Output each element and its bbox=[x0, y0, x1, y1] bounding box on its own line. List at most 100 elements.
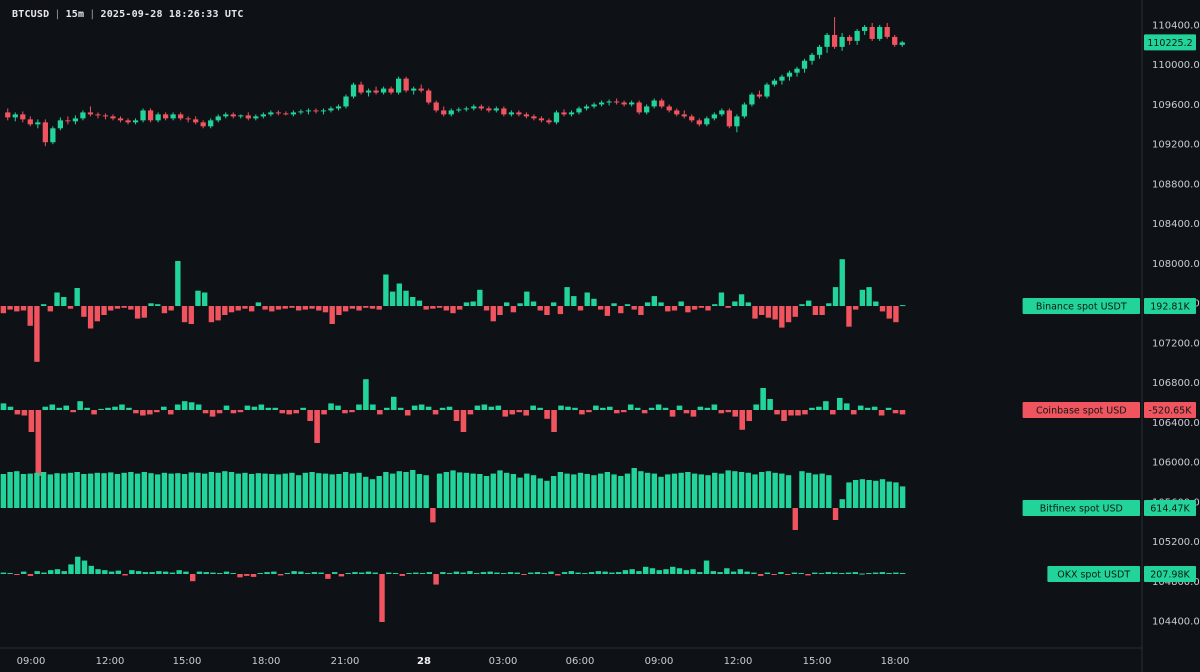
panel-bar bbox=[397, 407, 404, 410]
panel-bar bbox=[611, 303, 617, 306]
candle-body bbox=[441, 110, 447, 115]
panel-bar bbox=[94, 306, 100, 322]
panel-bar bbox=[392, 573, 399, 575]
panel-bar bbox=[718, 473, 725, 508]
candle-body bbox=[328, 108, 334, 111]
panel-bar bbox=[497, 470, 503, 508]
panel-bar bbox=[14, 471, 20, 508]
panel-bar bbox=[419, 573, 426, 575]
panel-bar bbox=[411, 405, 418, 410]
panel-bar bbox=[460, 410, 467, 432]
panel-bar bbox=[279, 410, 286, 414]
panel-bar bbox=[899, 305, 906, 307]
panel-bar bbox=[183, 571, 189, 574]
panel-bar bbox=[195, 472, 201, 508]
panel-bar bbox=[584, 474, 590, 508]
candle-body bbox=[335, 106, 342, 109]
candle-body bbox=[771, 80, 778, 85]
panel-bar bbox=[404, 410, 411, 416]
panel-bar bbox=[663, 569, 669, 574]
panel-bar bbox=[14, 410, 21, 415]
panel-bar bbox=[685, 306, 691, 313]
panel-bar bbox=[175, 261, 181, 306]
panel-bar bbox=[142, 572, 149, 574]
panel-bar bbox=[791, 572, 798, 574]
panel-bar bbox=[460, 572, 466, 574]
panel-bar bbox=[114, 306, 121, 309]
panel-bar bbox=[457, 472, 463, 508]
panel-bar bbox=[893, 572, 899, 574]
panel-bar bbox=[87, 306, 94, 329]
panel-bar bbox=[47, 474, 54, 508]
panel-bar bbox=[557, 306, 564, 315]
panel-bar bbox=[376, 476, 382, 508]
panel-bar bbox=[40, 472, 47, 508]
panel-bar bbox=[169, 572, 176, 574]
panel-bar bbox=[202, 473, 208, 508]
candle-body bbox=[223, 114, 229, 117]
panel-bar bbox=[873, 480, 879, 508]
candle-body bbox=[659, 100, 665, 107]
panel-bar bbox=[128, 306, 134, 310]
panel-bar bbox=[148, 473, 154, 508]
panel-bar bbox=[745, 302, 751, 306]
panel-bar bbox=[816, 406, 822, 410]
panel-bar bbox=[84, 407, 90, 410]
panel-bar bbox=[604, 472, 611, 508]
panel-bar bbox=[336, 474, 342, 508]
panel-bar bbox=[203, 572, 209, 574]
price-tick-label: 109200.0 bbox=[1152, 140, 1200, 151]
panel-bar bbox=[304, 573, 311, 575]
candle-body bbox=[801, 60, 808, 69]
candle-body bbox=[538, 118, 545, 121]
panel-bar bbox=[571, 296, 577, 306]
panel-bar bbox=[336, 306, 342, 315]
candle-body bbox=[719, 110, 725, 115]
panel-bar bbox=[792, 306, 798, 317]
panel-bar bbox=[436, 306, 443, 308]
panel-bar bbox=[893, 306, 899, 323]
panel-bar bbox=[384, 407, 390, 410]
time-tick-label: 09:00 bbox=[17, 656, 46, 667]
price-tick-label: 106400.0 bbox=[1152, 418, 1200, 429]
panel-bar bbox=[244, 405, 251, 410]
panel-bar bbox=[237, 574, 243, 578]
panel-bar bbox=[264, 572, 270, 574]
candle-body bbox=[899, 42, 905, 45]
candle-body bbox=[486, 108, 492, 111]
panel-bar bbox=[329, 474, 335, 508]
panel-bar bbox=[530, 301, 537, 306]
panel-bar bbox=[830, 410, 836, 415]
candle-body bbox=[350, 84, 357, 97]
panel-bar bbox=[579, 410, 585, 415]
panel-bar bbox=[730, 571, 737, 574]
candle-body bbox=[373, 90, 379, 93]
panel-bar bbox=[379, 574, 385, 622]
panel-bar bbox=[377, 410, 383, 415]
panel-bar bbox=[638, 471, 644, 508]
panel-bar bbox=[697, 572, 703, 574]
panel-bar bbox=[732, 471, 738, 508]
panel-bar bbox=[439, 407, 446, 410]
candle-body bbox=[110, 116, 116, 119]
panel-2-group: Bitfinex spot USD 614.47K bbox=[0, 468, 1196, 530]
candle-body bbox=[65, 120, 71, 122]
panel-bar bbox=[852, 306, 859, 310]
panel-bar bbox=[846, 306, 852, 327]
candle-body bbox=[132, 120, 139, 123]
panel-bar bbox=[399, 574, 405, 576]
panel-bar bbox=[269, 474, 275, 508]
price-tick-label: 109600.0 bbox=[1152, 100, 1200, 111]
candle-body bbox=[809, 54, 815, 61]
candle-body bbox=[764, 84, 770, 97]
panel-bar bbox=[34, 306, 40, 362]
panel-bar bbox=[690, 569, 696, 574]
panel-bar bbox=[725, 470, 731, 508]
panel-bar bbox=[798, 573, 804, 575]
panel-bar bbox=[651, 473, 658, 508]
panel-name-label: OKX spot USDT bbox=[1057, 570, 1130, 581]
panel-bar bbox=[134, 306, 141, 319]
candle-body bbox=[568, 112, 575, 115]
panel-name-tag bbox=[1022, 500, 1140, 516]
